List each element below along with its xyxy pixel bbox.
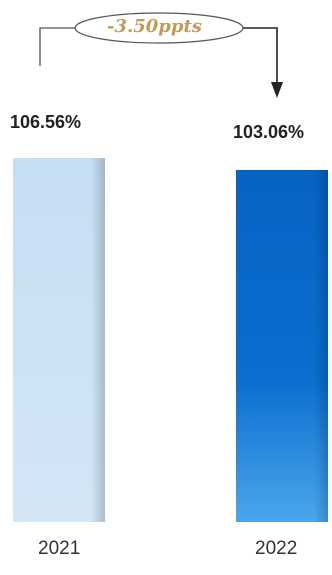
value-label-2022: 103.06% (233, 122, 305, 142)
category-label-2022: 2022 (255, 538, 298, 559)
delta-label: -3.50ppts (107, 16, 202, 37)
bar-shade-2021 (13, 158, 105, 522)
delta-bracket-left (39, 27, 75, 66)
delta-ellipse (74, 12, 244, 44)
bar-shade-2022 (236, 169, 328, 523)
delta-arrowhead (271, 82, 283, 98)
category-label-2021: 2021 (38, 538, 81, 559)
value-label-2021: 106.56% (10, 112, 82, 132)
delta-bracket-right (243, 27, 278, 86)
